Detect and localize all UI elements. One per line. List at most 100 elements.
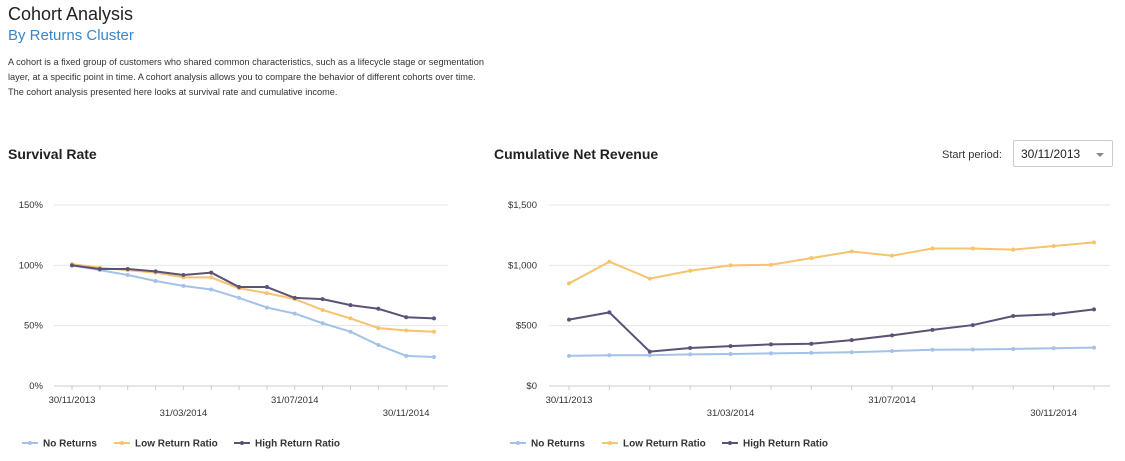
legend-swatch-marker: [240, 441, 244, 445]
revenue-data-point: [728, 263, 733, 268]
survival-data-point: [153, 279, 158, 284]
survival-data-point: [376, 342, 381, 347]
survival-data-point: [70, 263, 74, 268]
start-period-select[interactable]: 30/11/2013: [1013, 140, 1113, 167]
survival-series-line-low-return-ratio: [71, 263, 435, 333]
revenue-series-line-high-return-ratio: [568, 308, 1095, 353]
revenue-data-point: [930, 327, 935, 332]
cumulative-net-revenue-title: Cumulative Net Revenue: [494, 146, 659, 162]
start-period-value: 30/11/2013: [1021, 147, 1081, 161]
legend-swatch-marker: [28, 441, 32, 445]
survival-data-point: [125, 266, 130, 271]
legend-item[interactable]: Low Return Ratio: [114, 439, 218, 450]
revenue-x-tick-label: 30/11/2013: [546, 395, 593, 406]
revenue-data-point: [567, 281, 571, 286]
revenue-series-line-no-returns: [568, 346, 1095, 357]
survival-series-line-high-return-ratio: [71, 264, 435, 320]
survival-y-tick-label: 150%: [19, 200, 44, 211]
survival-data-point: [264, 285, 269, 290]
legend-label: No Returns: [43, 439, 97, 450]
legend-item[interactable]: No Returns: [510, 439, 585, 450]
revenue-data-point: [849, 338, 854, 343]
revenue-data-point: [809, 341, 814, 346]
legend-item[interactable]: High Return Ratio: [722, 439, 828, 450]
survival-x-tick-label: 30/11/2013: [49, 395, 96, 406]
legend-label: No Returns: [531, 439, 585, 450]
revenue-y-tick-label: $500: [516, 321, 537, 332]
survival-data-point: [292, 295, 297, 300]
survival-x-tick-label: 31/03/2014: [160, 408, 208, 419]
revenue-data-point: [970, 246, 975, 251]
revenue-series-line-low-return-ratio: [568, 241, 1095, 285]
revenue-data-point: [849, 350, 854, 355]
revenue-y-tick-label: $1,500: [508, 200, 537, 211]
legend-swatch-marker: [120, 441, 124, 445]
survival-data-point: [348, 329, 353, 334]
legend-label: Low Return Ratio: [623, 439, 706, 450]
revenue-data-point: [607, 310, 612, 315]
revenue-data-point: [930, 347, 935, 352]
survival-data-point: [209, 287, 214, 292]
legend-label: High Return Ratio: [743, 439, 828, 450]
revenue-data-point: [1011, 346, 1016, 351]
survival-y-tick-label: 50%: [24, 321, 44, 332]
revenue-y-tick-label: $0: [526, 381, 537, 392]
description-line: The cohort analysis presented here looks…: [8, 87, 338, 97]
revenue-data-point: [768, 262, 773, 267]
survival-data-point: [181, 283, 186, 288]
survival-data-point: [432, 316, 436, 321]
survival-data-point: [320, 307, 325, 312]
survival-data-point: [320, 321, 325, 326]
survival-data-point: [237, 295, 242, 300]
page-subtitle: By Returns Cluster: [8, 27, 134, 44]
revenue-data-point: [647, 349, 652, 354]
survival-data-point: [404, 353, 409, 358]
revenue-data-point: [607, 259, 612, 264]
revenue-data-point: [688, 268, 693, 273]
revenue-data-point: [849, 249, 854, 254]
survival-data-point: [264, 305, 269, 310]
revenue-data-point: [1051, 346, 1056, 351]
revenue-data-point: [768, 342, 773, 347]
revenue-data-point: [647, 353, 652, 358]
revenue-x-tick-label: 30/11/2014: [1030, 408, 1077, 419]
revenue-data-point: [1092, 345, 1096, 350]
description-line: A cohort is a fixed group of customers w…: [8, 57, 484, 67]
survival-y-tick-label: 0%: [29, 381, 43, 392]
legend-item[interactable]: No Returns: [22, 439, 97, 450]
description: A cohort is a fixed group of customers w…: [8, 55, 568, 100]
survival-x-tick-label: 30/11/2014: [383, 408, 430, 419]
chevron-down-icon: [1096, 153, 1104, 157]
survival-data-point: [209, 270, 214, 275]
revenue-data-point: [728, 344, 733, 349]
survival-data-point: [97, 266, 102, 271]
survival-data-point: [153, 269, 158, 274]
survival-data-point: [376, 326, 381, 331]
survival-series-line-no-returns: [71, 264, 435, 359]
revenue-data-point: [688, 345, 693, 350]
revenue-data-point: [688, 352, 693, 357]
survival-data-point: [432, 329, 436, 334]
legend-swatch-marker: [516, 441, 520, 445]
survival-data-point: [404, 315, 409, 320]
revenue-data-point: [809, 350, 814, 355]
legend-item[interactable]: High Return Ratio: [234, 439, 340, 450]
survival-data-point: [237, 285, 242, 290]
revenue-data-point: [890, 333, 895, 338]
revenue-data-point: [567, 317, 571, 322]
legend-label: High Return Ratio: [255, 439, 340, 450]
survival-data-point: [125, 272, 130, 277]
survival-data-point: [264, 291, 269, 296]
revenue-data-point: [607, 353, 612, 358]
revenue-data-point: [1011, 314, 1016, 319]
survival-data-point: [432, 355, 436, 360]
revenue-data-point: [809, 256, 814, 261]
survival-data-point: [348, 316, 353, 321]
legend-item[interactable]: Low Return Ratio: [602, 439, 706, 450]
revenue-data-point: [567, 353, 571, 358]
revenue-data-point: [890, 349, 895, 354]
revenue-data-point: [890, 253, 895, 258]
survival-data-point: [292, 311, 297, 316]
description-line: layer, at a specific point in time. A co…: [8, 72, 476, 82]
